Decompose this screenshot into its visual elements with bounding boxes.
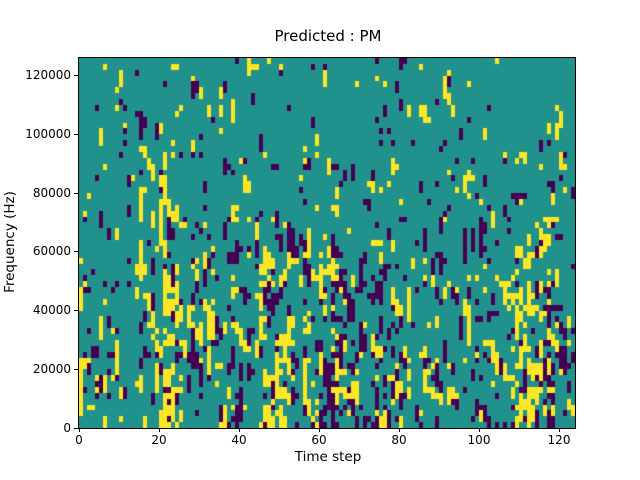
x-tick-mark	[398, 428, 400, 432]
x-tick-label: 40	[231, 433, 247, 447]
y-tick-mark	[74, 75, 78, 77]
x-tick-label: 120	[547, 433, 571, 447]
x-tick-mark	[478, 428, 480, 432]
heatmap-canvas	[79, 58, 575, 428]
x-tick-mark	[318, 428, 320, 432]
x-tick-mark	[78, 428, 80, 432]
x-tick-label: 20	[151, 433, 167, 447]
y-tick-label: 100000	[25, 126, 71, 141]
x-tick-label: 100	[467, 433, 491, 447]
x-tick-label: 60	[311, 433, 327, 447]
y-tick-mark	[74, 310, 78, 312]
y-tick-mark	[74, 133, 78, 135]
y-tick-label: 60000	[32, 244, 71, 259]
y-axis-label: Frequency (Hz)	[1, 191, 18, 293]
y-tick-mark	[74, 251, 78, 253]
y-tick-label: 40000	[32, 303, 71, 318]
x-axis-label: Time step	[294, 449, 362, 465]
y-tick-label: 0	[63, 420, 71, 435]
y-tick-label: 120000	[25, 68, 71, 83]
y-tick-mark	[74, 427, 78, 429]
y-tick-label: 80000	[32, 185, 71, 200]
x-tick-label: 80	[391, 433, 407, 447]
x-tick-mark	[158, 428, 160, 432]
x-tick-mark	[238, 428, 240, 432]
chart-title: Predicted : PM	[274, 27, 382, 45]
plot-area	[78, 57, 576, 429]
y-tick-mark	[74, 368, 78, 370]
y-tick-label: 20000	[32, 361, 71, 376]
y-tick-mark	[74, 192, 78, 194]
x-tick-label: 0	[75, 433, 83, 447]
x-tick-mark	[558, 428, 560, 432]
